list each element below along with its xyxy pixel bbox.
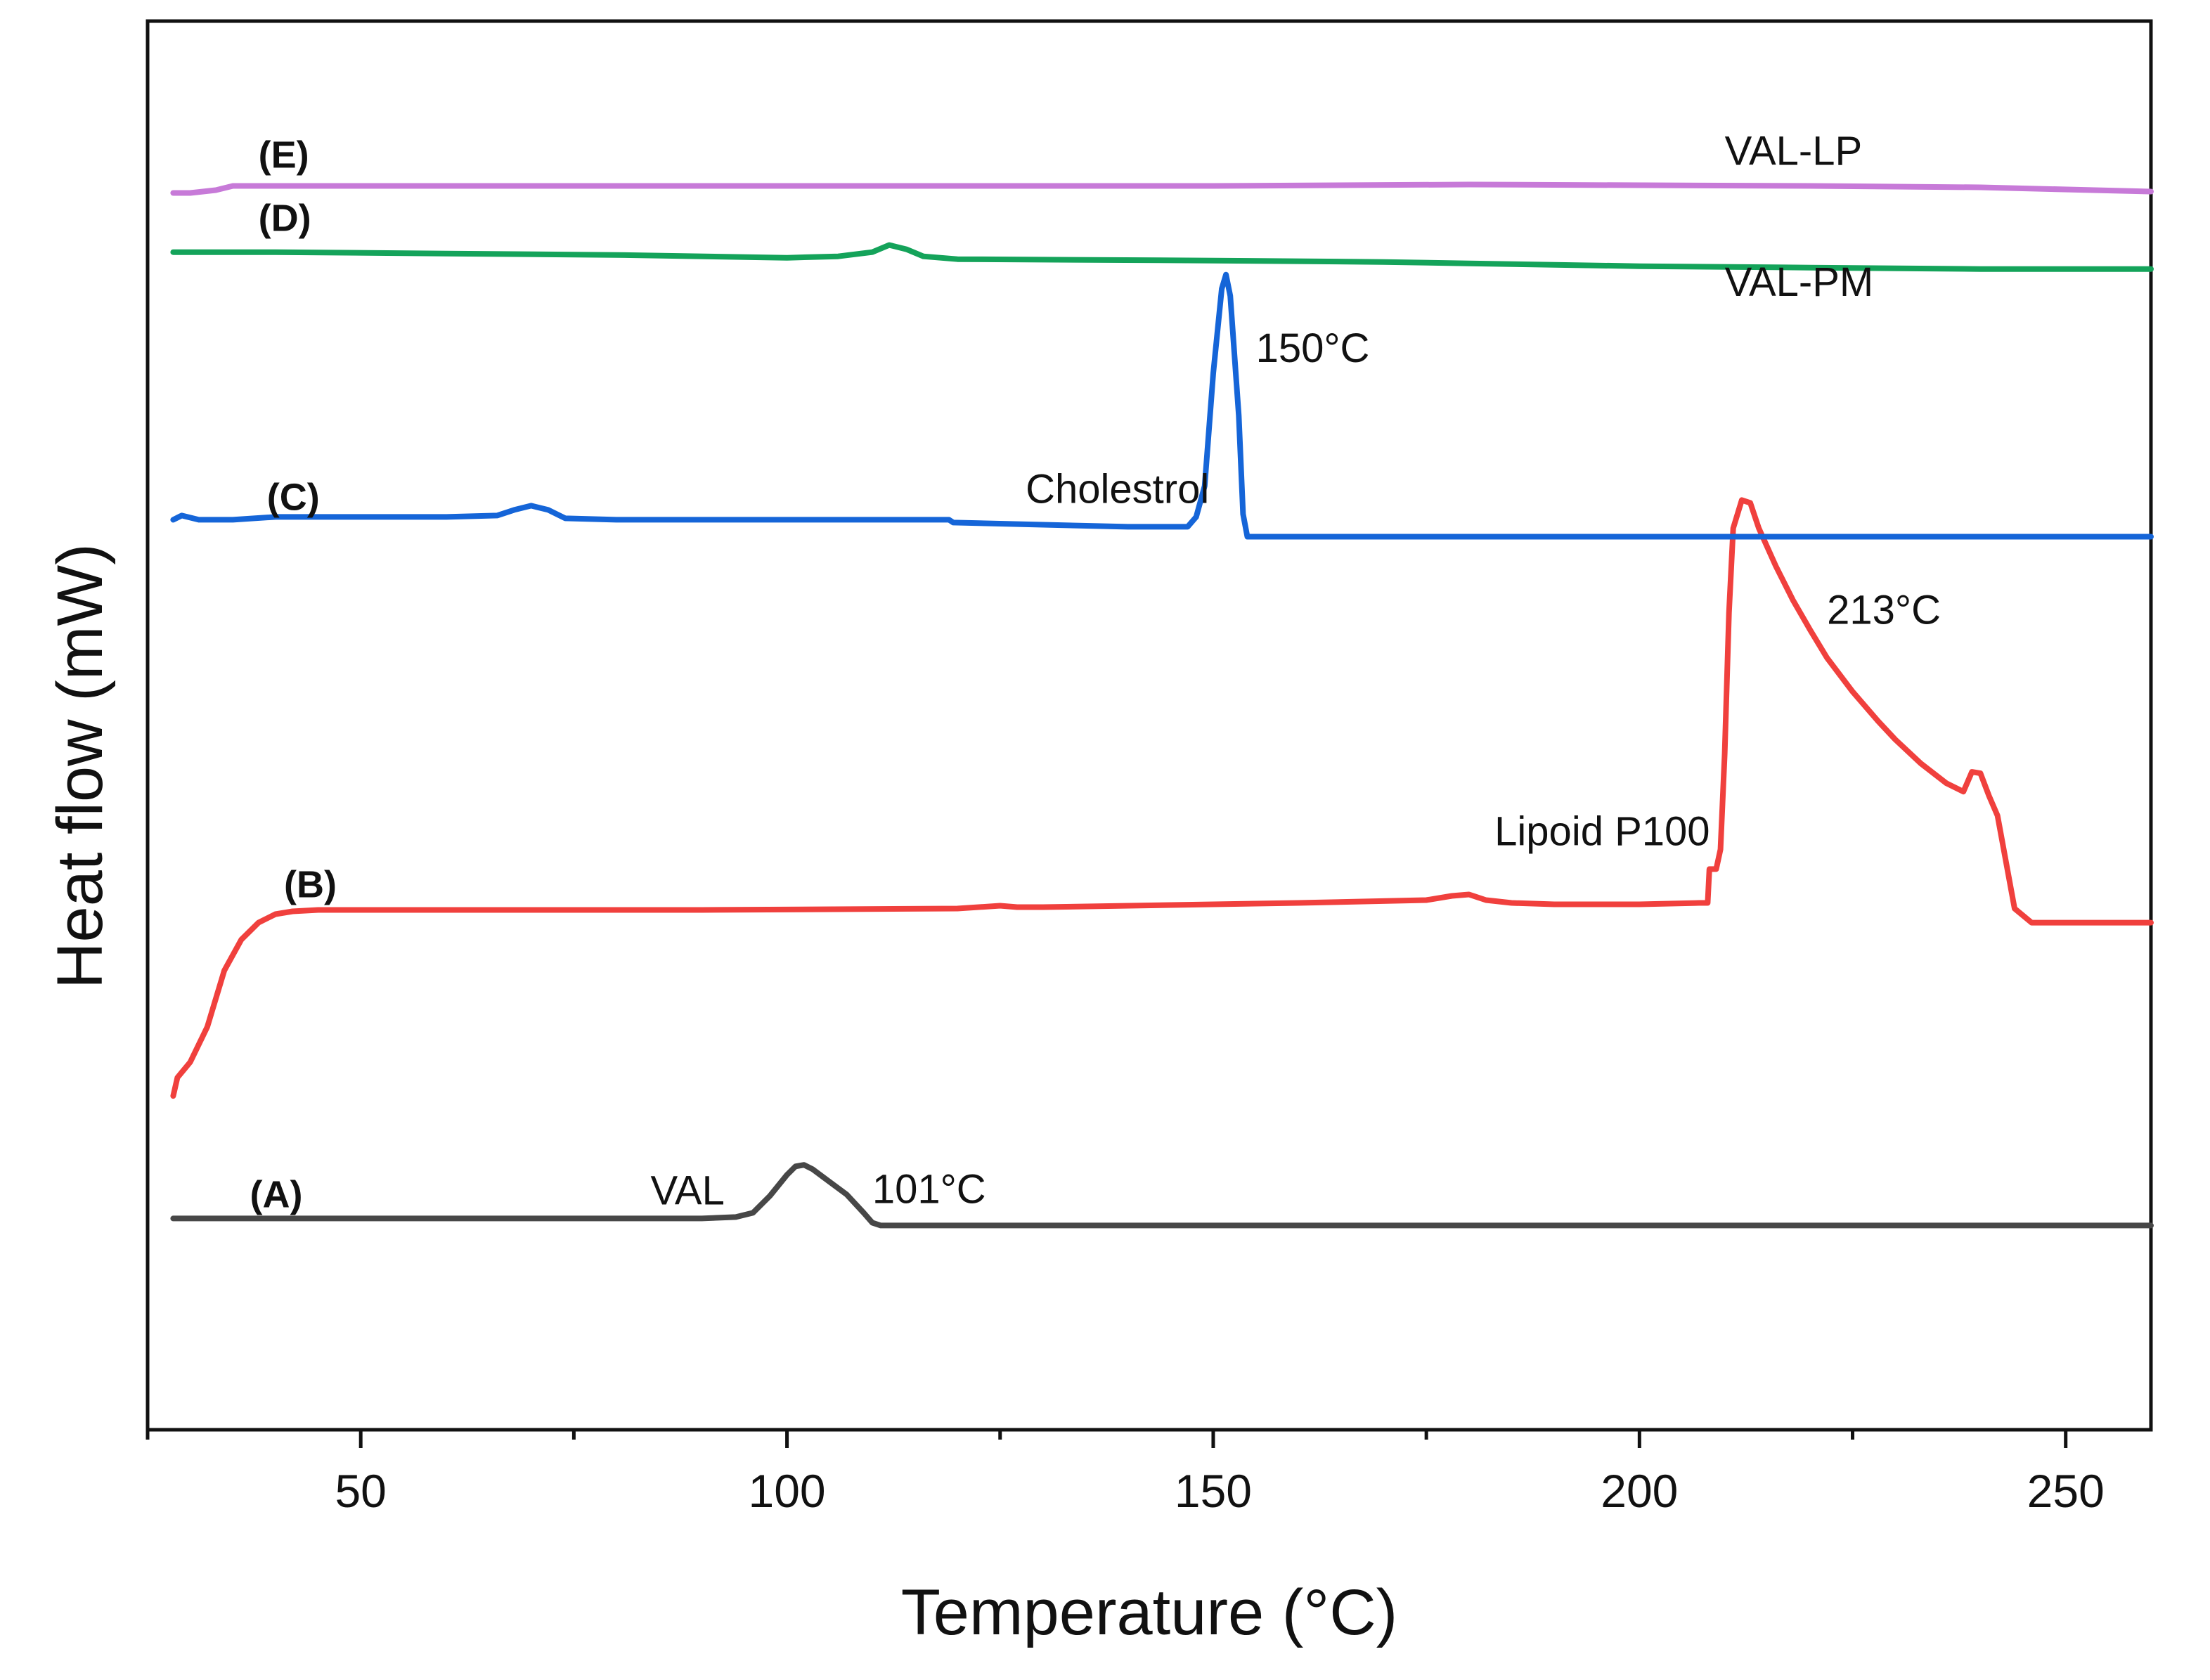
series-line-b bbox=[170, 497, 2154, 1099]
annotation-label: VAL-LP bbox=[1725, 128, 1863, 174]
plot-frame bbox=[146, 19, 2153, 1432]
annotation-label: 213°C bbox=[1827, 588, 1941, 633]
x-axis-ticks bbox=[146, 1430, 2068, 1448]
peak-annotations: VAL 101°C Lipoid P100 213°C Cholestrol 150°C V… bbox=[651, 128, 1941, 1213]
series-line-c bbox=[170, 271, 2154, 540]
dsc-curves bbox=[170, 181, 2154, 1229]
annotation-label: 150°C bbox=[1256, 325, 1370, 371]
annotation-label: Lipoid P100 bbox=[1494, 808, 1710, 854]
series-label: (B) bbox=[284, 863, 337, 905]
series-label: (D) bbox=[259, 198, 311, 240]
annotation-label: VAL-PM bbox=[1725, 259, 1874, 305]
series-labels: (A) (B) (C) (D) (E) bbox=[250, 134, 337, 1215]
series-line-a bbox=[170, 1162, 2154, 1229]
annotation-label: Cholestrol bbox=[1026, 466, 1209, 512]
y-axis-title: Heat flow (mW) bbox=[44, 543, 116, 989]
x-axis-tick-labels: 50 100 150 200 250 bbox=[335, 1465, 2104, 1517]
series-line-d bbox=[170, 242, 2154, 272]
x-tick-label: 50 bbox=[335, 1465, 386, 1517]
x-tick-label: 200 bbox=[1601, 1465, 1678, 1517]
x-axis-title: Temperature (°C) bbox=[901, 1577, 1398, 1648]
annotation-label: 101°C bbox=[872, 1166, 986, 1212]
series-label: (C) bbox=[267, 476, 320, 518]
x-tick-label: 100 bbox=[749, 1465, 826, 1517]
series-line-e bbox=[170, 181, 2154, 196]
series-label: (A) bbox=[250, 1173, 303, 1215]
series-label: (E) bbox=[259, 134, 309, 176]
x-tick-label: 250 bbox=[2027, 1465, 2105, 1517]
annotation-label: VAL bbox=[651, 1168, 725, 1213]
x-tick-label: 150 bbox=[1175, 1465, 1252, 1517]
